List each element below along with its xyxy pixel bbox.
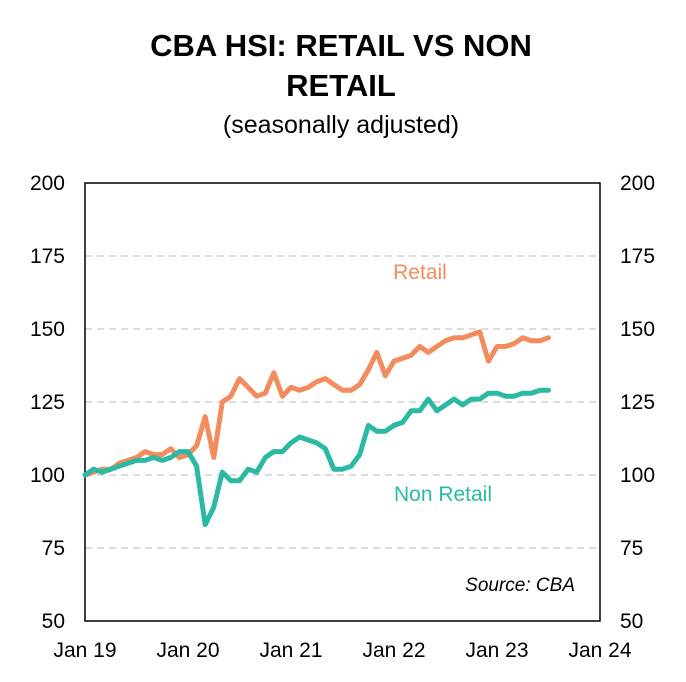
y-tick-label-left: 75: [42, 537, 65, 560]
left-y-axis: 50 75 100 125 150 175 200: [30, 172, 65, 633]
gridlines: [85, 255, 600, 549]
series-line-retail: [82, 329, 551, 478]
chart-title-line-1: CBA HSI: RETAIL VS NON: [150, 28, 532, 63]
x-tick-label: Jan 21: [259, 639, 322, 662]
legend-label-retail: Retail: [393, 261, 447, 284]
chart-title-line-2: RETAIL: [286, 68, 396, 103]
y-tick-label-left: 200: [30, 172, 65, 195]
y-tick-label-left: 150: [30, 318, 65, 341]
series-lines: [82, 329, 551, 528]
legend-label-non-retail: Non Retail: [394, 483, 492, 506]
series-line-non-retail: [82, 387, 551, 528]
y-tick-label-left: 50: [42, 610, 65, 633]
y-tick-label-right: 200: [620, 172, 655, 195]
y-tick-label-left: 100: [30, 464, 65, 487]
y-tick-label-right: 150: [620, 318, 655, 341]
y-tick-label-right: 100: [620, 464, 655, 487]
right-y-axis: 50 75 100 125 150 175 200: [620, 172, 655, 633]
chart-subtitle: (seasonally adjusted): [223, 111, 459, 139]
y-tick-label-left: 125: [30, 391, 65, 414]
y-tick-label-right: 175: [620, 245, 655, 268]
y-tick-label-right: 75: [620, 537, 643, 560]
x-tick-label: Jan 24: [568, 639, 631, 662]
source-note: Source: CBA: [465, 575, 575, 596]
x-axis: Jan 19 Jan 20 Jan 21 Jan 22 Jan 23 Jan 24: [53, 639, 631, 662]
plot-area-frame: [84, 182, 601, 622]
y-tick-label-right: 125: [620, 391, 655, 414]
x-tick-label: Jan 23: [465, 639, 528, 662]
y-tick-label-right: 50: [620, 610, 643, 633]
x-tick-label: Jan 19: [53, 639, 116, 662]
x-tick-label: Jan 20: [156, 639, 219, 662]
y-tick-label-left: 175: [30, 245, 65, 268]
x-tick-label: Jan 22: [362, 639, 425, 662]
